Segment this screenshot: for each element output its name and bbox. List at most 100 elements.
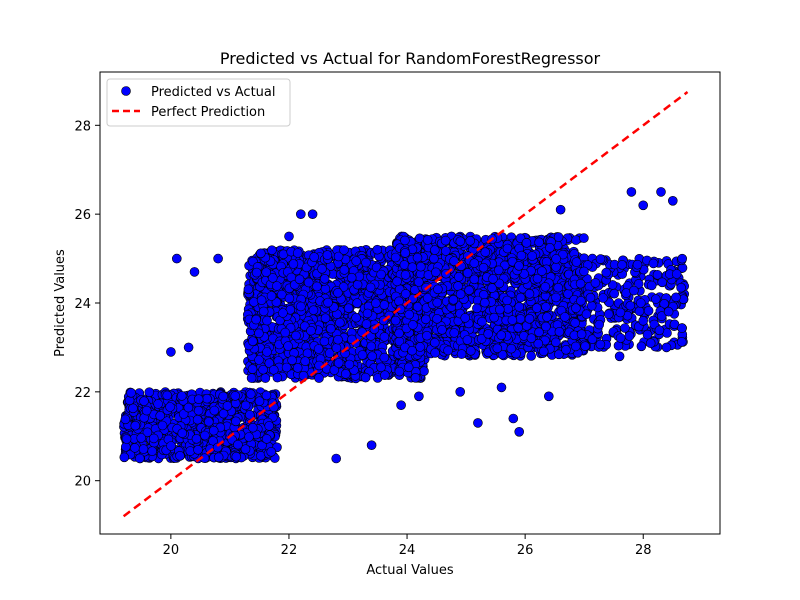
scatter-point [524, 313, 535, 324]
scatter-point [440, 235, 451, 246]
scatter-point [506, 343, 517, 354]
scatter-point [314, 373, 324, 383]
scatter-point [291, 330, 301, 341]
scatter-point [646, 280, 657, 291]
scatter-point [222, 401, 233, 411]
scatter-point [677, 323, 687, 333]
scatter-point [634, 306, 645, 317]
scatter-point [586, 301, 597, 311]
scatter-point [515, 292, 526, 303]
scatter-point [189, 267, 200, 277]
scatter-point [260, 373, 271, 383]
scatter-point [376, 269, 386, 280]
scatter-point [360, 372, 371, 383]
scatter-point [322, 250, 333, 260]
scatter-point [667, 196, 678, 206]
scatter-point [502, 295, 512, 306]
scatter-point [443, 345, 453, 356]
scatter-point [620, 323, 630, 333]
scatter-point [308, 305, 319, 316]
scatter-point [262, 315, 272, 326]
scatter-point [139, 396, 149, 407]
y-tick-label: 20 [74, 475, 91, 490]
scatter-point [527, 251, 538, 261]
scatter-point [521, 238, 532, 248]
scatter-point [645, 338, 656, 349]
scatter-point [400, 289, 411, 299]
scatter-points [119, 187, 690, 464]
scatter-point [380, 370, 390, 381]
scatter-point [272, 372, 283, 383]
legend-label-perfect: Perfect Prediction [151, 105, 265, 120]
scatter-point [677, 253, 688, 264]
scatter-point [264, 421, 275, 431]
scatter-point [456, 349, 467, 359]
scatter-point [120, 414, 131, 425]
scatter-point [410, 372, 421, 383]
scatter-point [422, 235, 433, 245]
scatter-point [204, 416, 214, 427]
x-tick-label: 22 [281, 543, 298, 558]
scatter-point [642, 329, 653, 340]
scatter-point [404, 309, 415, 320]
scatter-point [157, 420, 168, 431]
scatter-point [128, 403, 138, 414]
scatter-point [361, 319, 372, 329]
scatter-point [333, 287, 343, 298]
scatter-point [135, 453, 145, 464]
scatter-point [437, 324, 447, 335]
scatter-point [261, 390, 272, 401]
scatter-point [208, 425, 219, 436]
scatter-point [183, 402, 194, 413]
scatter-point [366, 341, 377, 352]
scatter-point [320, 313, 331, 324]
scatter-point [399, 260, 410, 270]
scatter-point [246, 389, 256, 399]
scatter-point [296, 301, 306, 312]
scatter-point [598, 293, 608, 303]
scatter-point [676, 282, 686, 293]
scatter-point [650, 294, 661, 304]
scatter-point [545, 243, 555, 253]
scatter-point [175, 450, 185, 461]
scatter-point [493, 265, 504, 276]
scatter-point [433, 284, 443, 295]
scatter-point [514, 260, 524, 271]
scatter-point [551, 337, 561, 348]
y-tick-label: 24 [74, 297, 91, 312]
scatter-point [453, 281, 463, 291]
scatter-point [440, 246, 451, 256]
scatter-point [153, 399, 163, 409]
scatter-point [278, 308, 288, 318]
scatter-point [300, 356, 311, 367]
scatter-point [267, 245, 277, 255]
legend-marker-predicted [121, 86, 131, 96]
scatter-point [231, 416, 241, 427]
scatter-point [351, 312, 361, 323]
scatter-point [243, 284, 254, 295]
scatter-point [448, 294, 459, 305]
scatter-point [258, 364, 268, 375]
scatter-point [394, 296, 404, 307]
scatter-point [492, 343, 503, 354]
y-tick-label: 28 [74, 119, 91, 134]
scatter-point [313, 344, 324, 354]
scatter-point [138, 444, 149, 454]
scatter-point [638, 315, 649, 326]
scatter-point [449, 328, 460, 338]
scatter-point [571, 235, 581, 245]
scatter-point [230, 391, 240, 401]
scatter-point [294, 274, 305, 285]
scatter-point [340, 369, 351, 379]
scatter-point [609, 288, 620, 299]
scatter-point [555, 204, 566, 215]
scatter-point [361, 257, 371, 268]
scatter-point [307, 209, 318, 219]
scatter-point [635, 298, 646, 308]
scatter-point [262, 347, 272, 357]
scatter-point [414, 391, 424, 402]
scatter-point [430, 267, 441, 278]
scatter-point [636, 341, 647, 352]
scatter-point [331, 343, 342, 353]
scatter-point [537, 266, 547, 277]
